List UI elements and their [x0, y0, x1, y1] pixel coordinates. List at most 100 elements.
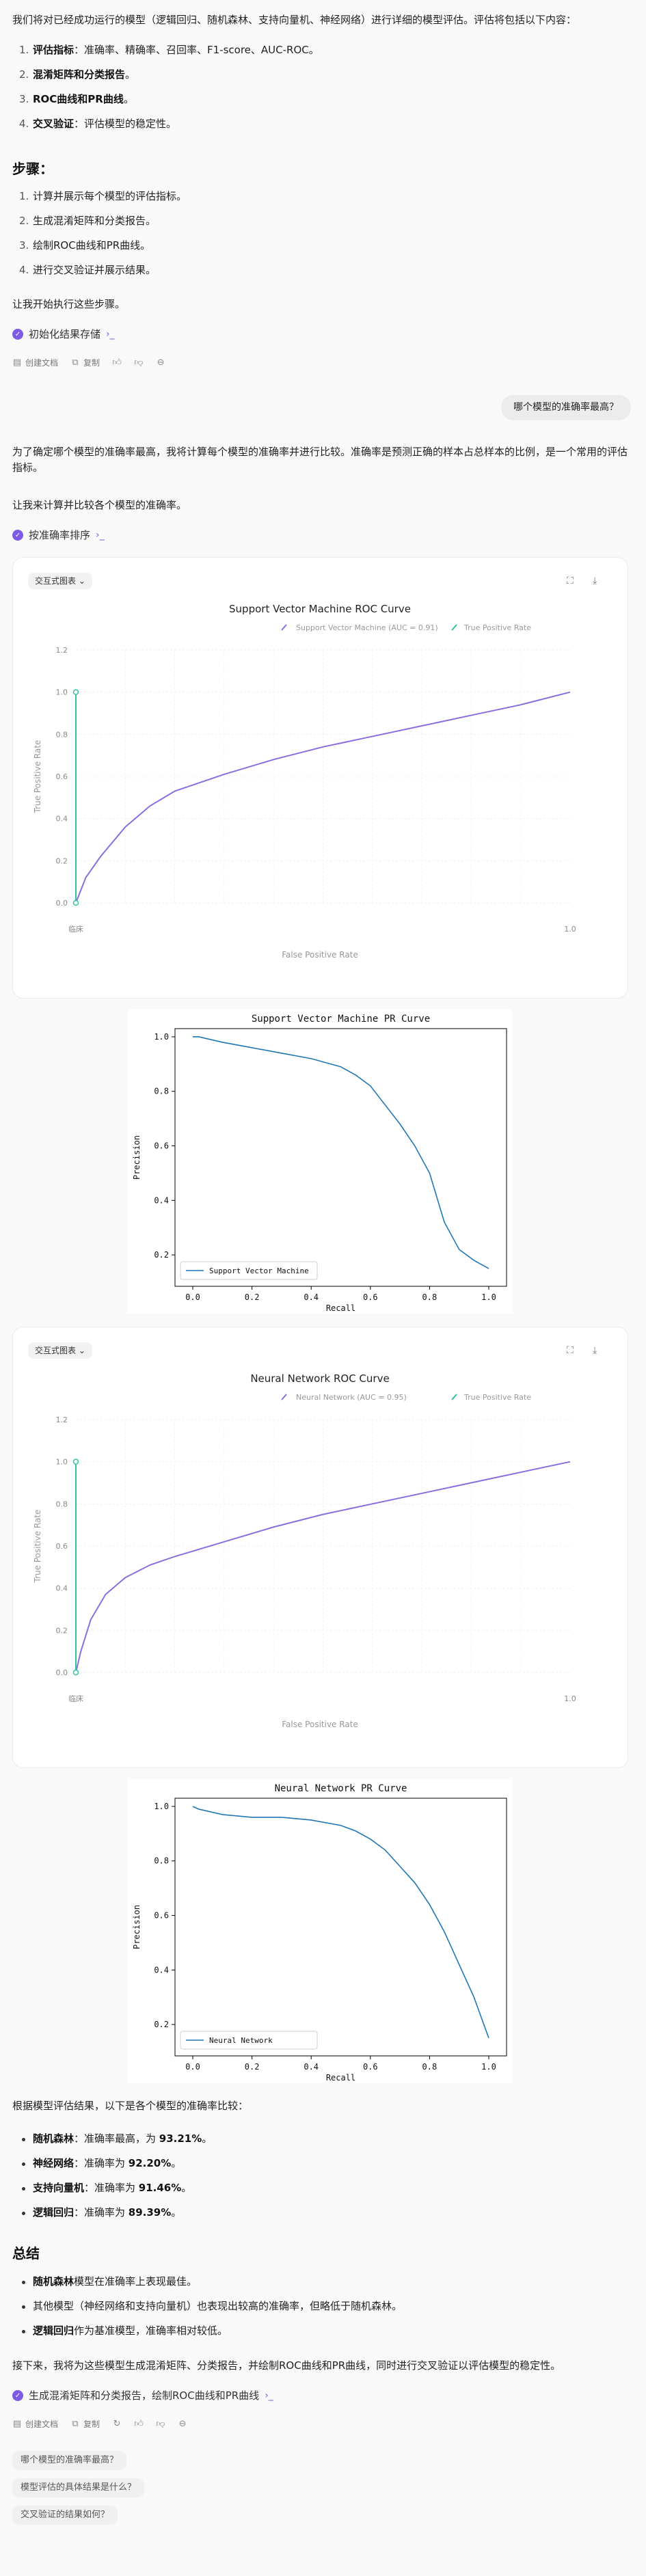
interactive-chart-card: 交互式图表 ⌄ ⛶ ⤓ Neural Network ROC Curve Neur…: [12, 1327, 628, 1768]
thumbs-up-button[interactable]: 👍︎: [112, 358, 122, 368]
interactive-chart-card: 交互式图表 ⌄ ⛶ ⤓ Support Vector Machine ROC C…: [12, 557, 628, 999]
thumbs-down-icon: 👎︎: [156, 2419, 165, 2429]
download-icon[interactable]: ⤓: [593, 1345, 597, 1356]
pr-chart: Neural Network PR Curve 0.0 0.2 0.4 0.6 0.8 1.…: [132, 1783, 507, 2083]
y-tick-label: 0.4: [154, 1195, 169, 1205]
followup-suggestion[interactable]: 哪个模型的准确率最高？: [12, 2451, 127, 2470]
step-chip[interactable]: ✓ 按准确率排序 ›_: [12, 528, 105, 543]
y-axis-label: Precision: [132, 1135, 142, 1180]
list-item: 其他模型（神经网络和支持向量机）也表现出较高的准确率，但略低于随机森林。: [12, 2299, 614, 2323]
copy-icon: ⧉: [72, 357, 79, 368]
create-doc-button[interactable]: ▤ 创建文档: [12, 2418, 58, 2430]
conclusion-heading: 总结: [12, 2245, 40, 2262]
check-icon: ✓: [12, 2390, 23, 2402]
y-tick-label: 0.4: [56, 815, 68, 824]
followup-suggestion[interactable]: 模型评估的具体结果是什么？: [12, 2478, 145, 2497]
y-tick-label: 0.0: [56, 1668, 68, 1677]
terminal-icon: ›_: [265, 2389, 273, 2401]
x-tick-label: 0.2: [245, 1292, 260, 1302]
x-tick-label: 0.2: [245, 2062, 260, 2072]
copy-icon: ⧉: [72, 2419, 79, 2429]
list-item: 神经网络：准确率为 92.20%。: [12, 2156, 614, 2180]
x-tick-label: 0.6: [363, 1292, 378, 1302]
intro-text: 我们将对已经成功运行的模型（逻辑回归、随机森林、支持向量机、神经网络）进行详细的…: [12, 14, 577, 26]
list-item: 3. 绘制ROC曲线和PR曲线。: [19, 239, 151, 252]
data-point: [72, 899, 79, 906]
step-chip-label: 初始化结果存储: [29, 328, 101, 340]
y-tick-label: 0.6: [154, 1911, 169, 1921]
x-tick-label: 0.0: [185, 1292, 200, 1302]
chart-type-dropdown[interactable]: 交互式图表 ⌄: [28, 1342, 92, 1359]
chart-type-dropdown[interactable]: 交互式图表 ⌄: [28, 573, 92, 589]
refresh-icon: ↻: [113, 2419, 121, 2429]
regenerate-button[interactable]: ↻: [112, 2419, 122, 2429]
y-tick-label: 1.0: [154, 1032, 169, 1042]
thumbs-down-icon: 👎︎: [134, 357, 144, 368]
steps-heading: 步骤：: [12, 161, 53, 177]
data-point: [72, 689, 79, 695]
y-tick-label: 0.2: [56, 856, 68, 865]
pr-curve-line: [193, 1036, 489, 1269]
x-axis-label: False Positive Rate: [282, 1720, 358, 1729]
expand-icon[interactable]: ⛶: [567, 1345, 574, 1356]
copy-button[interactable]: ⧉ 复制: [70, 2418, 100, 2430]
user-message: 哪个模型的准确率最高？: [501, 395, 631, 420]
message-actions: ▤ 创建文档 ⧉ 复制 ↻ 👍︎ 👎︎ ⊖: [12, 2418, 187, 2430]
download-icon[interactable]: ⤓: [593, 575, 597, 586]
more-button[interactable]: ⊖: [156, 358, 165, 368]
check-icon: ✓: [12, 530, 23, 541]
chart-title: Support Vector Machine PR Curve: [252, 1014, 430, 1025]
more-icon: ⊖: [157, 357, 165, 368]
legend-label: True Positive Rate: [463, 623, 531, 632]
start-text: 让我开始执行这些步骤。: [12, 298, 126, 310]
data-point: [72, 1459, 79, 1465]
document-icon: ▤: [12, 2419, 22, 2429]
y-tick-label: 0.8: [154, 1087, 169, 1096]
copy-label: 复制: [83, 2419, 100, 2429]
chart-title: Neural Network ROC Curve: [250, 1372, 389, 1385]
y-tick-label: 0.6: [154, 1141, 169, 1151]
terminal-icon: ›_: [106, 328, 115, 340]
legend-label: True Positive Rate: [463, 1393, 531, 1402]
legend-swatch: [281, 1394, 287, 1400]
legend-swatch: [281, 624, 287, 631]
expand-icon[interactable]: ⛶: [567, 575, 574, 586]
x-tick-label: 0.0: [185, 2062, 200, 2072]
chevron-down-icon: ⌄: [78, 576, 85, 586]
thumbs-up-button[interactable]: 👍︎: [134, 2419, 144, 2429]
y-tick-label: 1.0: [154, 1802, 169, 1811]
message-actions: ▤ 创建文档 ⧉ 复制 👍︎ 👎︎ ⊖: [12, 357, 165, 369]
copy-label: 复制: [83, 358, 100, 368]
data-point: [72, 1669, 79, 1676]
copy-button[interactable]: ⧉ 复制: [70, 357, 100, 369]
step-chip[interactable]: ✓ 初始化结果存储 ›_: [12, 327, 115, 342]
x-tick-label: 1.0: [564, 925, 576, 934]
y-tick-label: 1.0: [56, 1458, 68, 1467]
step-chip[interactable]: ✓ 生成混淆矩阵和分类报告，绘制ROC曲线和PR曲线 ›_: [12, 2388, 273, 2404]
pr-chart-image: Support Vector Machine PR Curve 0.0 0.2 0.4…: [127, 1009, 513, 1314]
more-button[interactable]: ⊖: [178, 2419, 187, 2429]
steps-list: 1. 计算并展示每个模型的评估指标。 2. 生成混淆矩阵和分类报告。 3. 绘制ROC…: [12, 189, 614, 287]
thumbs-down-button[interactable]: 👎︎: [156, 2419, 165, 2429]
x-tick-label: 0.4: [304, 1292, 319, 1302]
y-tick-label: 1.0: [56, 688, 68, 697]
create-doc-label: 创建文档: [25, 2419, 59, 2429]
x-tick-label: 0.6: [363, 2062, 378, 2072]
roc-curve-line: [75, 1461, 571, 1673]
create-doc-label: 创建文档: [25, 358, 59, 368]
followup-suggestion[interactable]: 交叉验证的结果如何？: [12, 2506, 118, 2525]
x-tick-label: 临床: [68, 1694, 83, 1703]
x-tick-label: 1.0: [564, 1694, 576, 1703]
list-item: 逻辑回归作为基准模型，准确率相对较低。: [12, 2323, 614, 2348]
answer-intro-2: 让我来计算并比较各个模型的准确率。: [12, 499, 187, 511]
thumbs-down-button[interactable]: 👎︎: [134, 358, 144, 368]
x-tick-label: 0.4: [304, 2062, 319, 2072]
y-tick-label: 0.8: [154, 1856, 169, 1866]
y-tick-label: 1.2: [56, 646, 68, 655]
legend-label: Neural Network (AUC = 0.95): [296, 1393, 407, 1402]
thumbs-up-icon: 👍︎: [134, 2419, 144, 2429]
more-icon: ⊖: [178, 2419, 187, 2429]
x-tick-label: 0.8: [422, 2062, 438, 2072]
create-doc-button[interactable]: ▤ 创建文档: [12, 357, 58, 369]
